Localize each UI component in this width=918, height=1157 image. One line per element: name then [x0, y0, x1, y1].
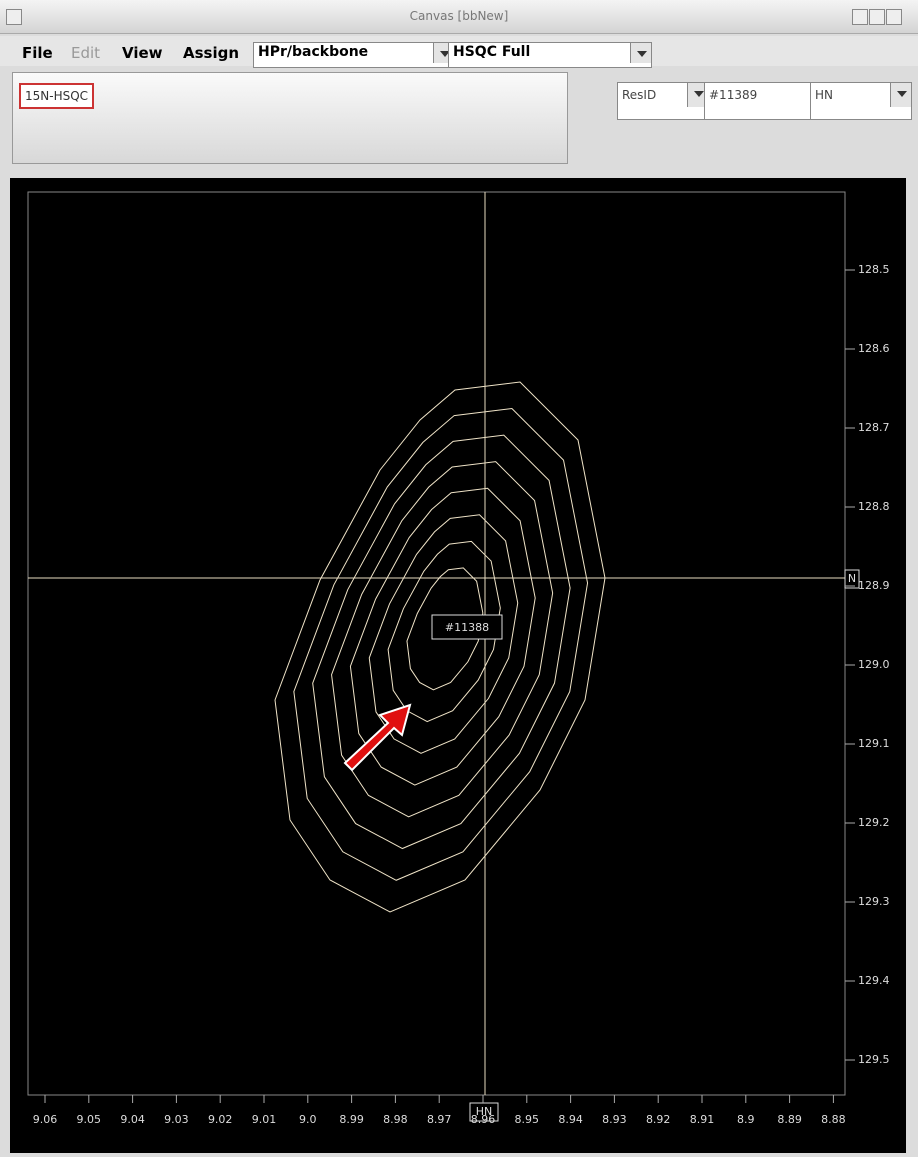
menu-edit: Edit	[71, 44, 101, 62]
y-tick-label: 129.2	[858, 816, 890, 829]
view: HSQC Full	[453, 44, 531, 60]
y-tick-label: 129.5	[858, 1053, 890, 1066]
atom: HN	[815, 88, 833, 102]
y-tick-label: 128.6	[858, 342, 890, 355]
x-tick-label: 9.04	[120, 1113, 145, 1126]
menu-file[interactable]: File	[22, 44, 53, 62]
x-tick-label: 9.0	[299, 1113, 317, 1126]
contour	[406, 567, 484, 691]
x-axis-label-box	[469, 1102, 499, 1122]
contour	[331, 461, 554, 818]
x-tick-label: 8.98	[383, 1113, 408, 1126]
title-bar: Canvas [bbNew]	[0, 0, 918, 34]
mode-dropdown[interactable]: ResID	[617, 82, 709, 120]
project-dropdown[interactable]: HPr/backbone	[253, 42, 455, 68]
spectrum-view: #11388 N HN 128.5 128.6 128.7 128.8 128.9 129…	[10, 178, 906, 1153]
y-tick-label: 129.0	[858, 658, 890, 671]
spectrum-panel: 15N-HSQC	[12, 72, 568, 164]
y-axis-label: N	[848, 572, 856, 585]
arrow-annotation	[343, 703, 412, 772]
plot-frame	[27, 191, 846, 1096]
x-tick-label: 9.06	[33, 1113, 58, 1126]
y-tick-label: 129.1	[858, 737, 890, 750]
contours	[274, 381, 606, 913]
contour	[387, 540, 501, 723]
dropdown-arrow	[890, 83, 911, 107]
view-dropdown[interactable]: HSQC Full	[448, 42, 652, 68]
mode: ResID	[622, 88, 657, 102]
y-tick-label: 128.5	[858, 263, 890, 276]
x-tick-label: 8.95	[515, 1113, 540, 1126]
project: HPr/backbone	[258, 44, 369, 60]
y-axis-label-box	[844, 569, 860, 589]
x-tick-label: 9.03	[164, 1113, 189, 1126]
peak-label: #11388	[445, 621, 489, 634]
y-tick-label: 128.7	[858, 421, 890, 434]
y-tick-label: 129.3	[858, 895, 890, 908]
x-tick-label: 8.9	[737, 1113, 755, 1126]
x-tick-label: 9.02	[208, 1113, 233, 1126]
x-tick-label: 8.97	[427, 1113, 452, 1126]
x-tick-label: 8.92	[646, 1113, 671, 1126]
contour	[274, 381, 606, 913]
menu-assign[interactable]: Assign	[183, 44, 240, 62]
contour	[368, 514, 519, 754]
maximize[interactable]	[869, 9, 885, 25]
x-tick-label: 8.93	[602, 1113, 627, 1126]
x-tick-label: 8.94	[558, 1113, 583, 1126]
window-title: Canvas [bbNew]	[409, 9, 509, 23]
x-tick-label: 9.05	[77, 1113, 102, 1126]
x-tick-label: 8.91	[690, 1113, 715, 1126]
x-axis-label: HN	[476, 1105, 493, 1118]
spectrum-plot[interactable]: #11388 N HN 128.5 128.6 128.7 128.8 128.9 129…	[10, 178, 906, 1153]
menu-bar: File Edit View Assign HPr/backbone HSQC …	[0, 36, 918, 68]
y-tick-label: 128.9	[858, 579, 890, 592]
resonance-field[interactable]: #11389	[704, 82, 814, 120]
x-tick-label: 8.96	[471, 1113, 496, 1126]
x-tick-label: 8.88	[821, 1113, 846, 1126]
window-menu[interactable]	[6, 9, 22, 25]
spectrum-tab[interactable]: 15N-HSQC	[19, 83, 95, 109]
peak-label-box	[431, 614, 503, 640]
contour	[312, 434, 571, 850]
atom-dropdown[interactable]: HN	[810, 82, 912, 120]
dropdown-arrow	[630, 43, 651, 63]
y-tick-label: 129.4	[858, 974, 890, 987]
contour	[349, 487, 536, 786]
minimize[interactable]	[852, 9, 868, 25]
contour	[293, 408, 589, 881]
dropdown-arrow	[687, 83, 708, 107]
x-tick-label: 8.89	[777, 1113, 802, 1126]
close[interactable]	[886, 9, 902, 25]
resonance: #11389	[709, 88, 758, 102]
y-tick-label: 128.8	[858, 500, 890, 513]
menu-view[interactable]: View	[122, 44, 163, 62]
x-tick-label: 8.99	[339, 1113, 364, 1126]
x-tick-label: 9.01	[252, 1113, 277, 1126]
